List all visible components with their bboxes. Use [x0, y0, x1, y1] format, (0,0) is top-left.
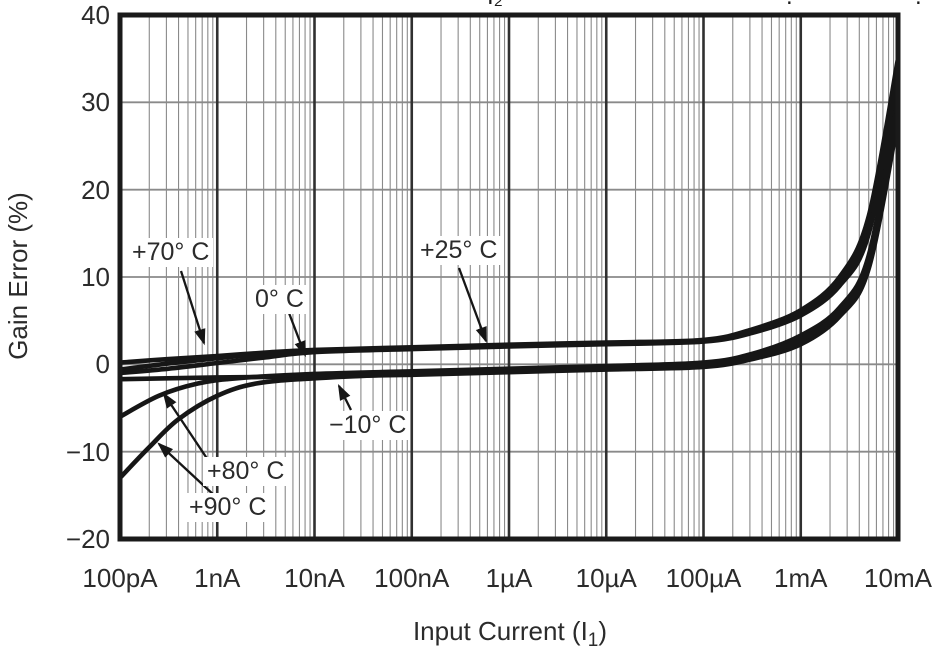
- annotation-label-plus25c: +25° C: [416, 236, 502, 265]
- y-tick-label: 0: [95, 349, 110, 380]
- y-tick-label: −20: [65, 524, 110, 554]
- annotation-label-plus70c: +70° C: [128, 238, 214, 267]
- x-tick-label: 100pA: [82, 563, 158, 593]
- annotation-text: +90° C: [189, 493, 267, 521]
- cropped-title-fragment-text: .: [786, 0, 793, 7]
- annotation-label-plus80c: +80° C: [203, 457, 289, 486]
- annotation-text: −10° C: [329, 411, 407, 439]
- x-axis-title-close: ): [598, 616, 608, 646]
- cropped-title-fragment-text: .: [915, 0, 922, 7]
- annotation-text: +25° C: [420, 236, 498, 264]
- x-axis-title-text: Input Current (I: [412, 616, 588, 646]
- y-tick-label: 30: [81, 87, 110, 118]
- y-axis-title: Gain Error (%): [3, 192, 33, 360]
- x-tick-label: 1nA: [194, 563, 241, 593]
- annotation-label-minus10c: −10° C: [325, 411, 411, 440]
- x-tick-label: 1µA: [485, 563, 533, 593]
- cropped-title-fragment: .: [786, 0, 820, 7]
- y-tick-label: 20: [81, 174, 110, 205]
- cropped-title-fragment-text: I₂: [487, 0, 503, 7]
- y-tick-label: 10: [81, 262, 110, 292]
- x-axis-title: Input Current (I1): [300, 613, 720, 652]
- x-tick-label: 10mA: [864, 563, 932, 593]
- y-tick-label: −10: [65, 436, 110, 467]
- annotation-text: +70° C: [132, 238, 210, 266]
- y-tick-label: 40: [81, 0, 110, 30]
- annotation-text: 0° C: [255, 285, 304, 313]
- x-tick-label: 100µA: [665, 563, 742, 593]
- x-axis-title-subscript: 1: [587, 630, 599, 652]
- x-tick-label: 10µA: [575, 563, 637, 593]
- x-tick-label: 100nA: [374, 563, 450, 593]
- annotation-label-0c: 0° C: [251, 285, 308, 314]
- cropped-title-fragment: .: [915, 0, 937, 7]
- x-tick-label: 10nA: [284, 563, 345, 593]
- cropped-title-fragment: I₂: [487, 0, 521, 7]
- annotation-label-plus90c: +90° C: [185, 493, 271, 522]
- x-tick-label: 1mA: [774, 563, 828, 593]
- annotation-text: +80° C: [207, 457, 285, 485]
